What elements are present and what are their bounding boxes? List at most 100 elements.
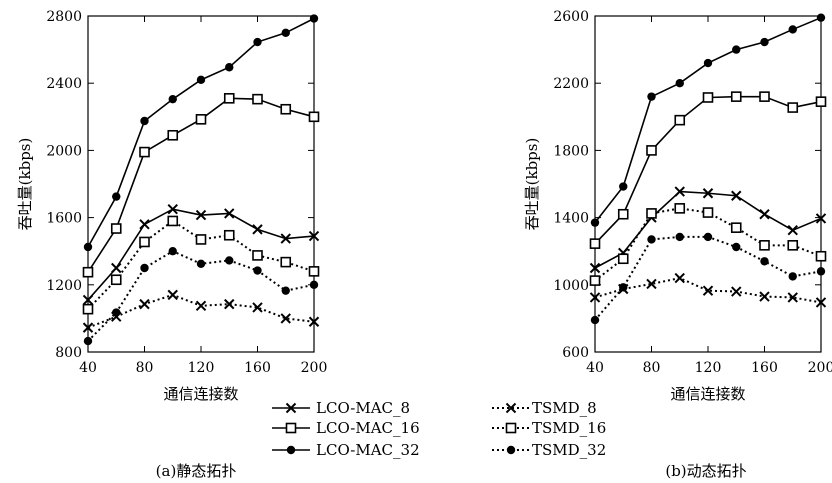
point-lco-mac-32-2 — [140, 116, 149, 126]
point-lco-mac-32-7 — [281, 28, 290, 37]
point-lco-mac-8-1 — [111, 262, 122, 274]
y-tick-label: 2600 — [553, 9, 589, 25]
point-tsmd-16-4 — [702, 207, 714, 218]
y-tick-label: 800 — [55, 345, 82, 361]
point-tsmd-16-6 — [759, 240, 770, 251]
point-lco-mac-8-6 — [759, 209, 770, 220]
point-legend-lco-mac-8-0 — [285, 402, 297, 414]
point-tsmd-8-6 — [252, 302, 263, 313]
y-tick-label: 2000 — [46, 143, 82, 159]
point-tsmd-32-8 — [816, 267, 826, 276]
series-tsmd-32 — [83, 247, 319, 346]
y-tick-label: 1800 — [553, 143, 589, 159]
point-lco-mac-32-1 — [112, 192, 121, 201]
point-tsmd-32-0 — [83, 336, 93, 346]
point-lco-mac-16-6 — [759, 91, 770, 102]
point-tsmd-8-7 — [280, 313, 291, 324]
point-lco-mac-16-1 — [617, 208, 629, 220]
point-tsmd-16-5 — [223, 229, 235, 241]
point-tsmd-8-3 — [167, 289, 178, 301]
legend-entry-lco-mac-16: LCO-MAC_16 — [272, 419, 420, 437]
x-tick-label: 120 — [188, 360, 215, 376]
series-lco-mac-16 — [82, 93, 320, 278]
point-lco-mac-16-4 — [195, 114, 207, 125]
point-lco-mac-32-0 — [83, 242, 93, 252]
y-tick-label: 2200 — [553, 76, 589, 92]
point-tsmd-8-7 — [787, 292, 798, 303]
point-tsmd-16-2 — [139, 236, 150, 248]
point-tsmd-32-2 — [647, 235, 656, 244]
point-lco-mac-8-7 — [280, 233, 291, 244]
point-tsmd-8-2 — [139, 298, 150, 310]
point-lco-mac-32-4 — [703, 58, 713, 68]
point-tsmd-8-8 — [815, 297, 827, 308]
point-lco-mac-32-1 — [619, 182, 628, 191]
y-tick-label: 2800 — [46, 9, 82, 25]
point-tsmd-32-0 — [590, 315, 600, 325]
point-tsmd-32-7 — [281, 286, 290, 295]
series-lco-mac-16 — [589, 91, 827, 249]
point-tsmd-32-4 — [196, 259, 206, 268]
point-lco-mac-8-4 — [702, 188, 714, 199]
x-tick-label: 200 — [808, 360, 832, 376]
x-tick-label: 40 — [79, 360, 97, 376]
series-tsmd-16 — [589, 203, 827, 286]
point-tsmd-8-3 — [674, 272, 685, 284]
legend-entry-tsmd-8: TSMD_8 — [492, 399, 597, 417]
panel-dynamic-topology: 600 1000 1400 1800 2200 2600 40 80 120 160 200 通信连接… — [523, 9, 832, 403]
line-lco-mac-8 — [87, 208, 315, 301]
x-tick-label: 160 — [751, 360, 778, 376]
point-tsmd-32-8 — [309, 280, 319, 289]
x-axis-label: 通信连接数 — [670, 385, 745, 403]
line-tsmd-8 — [87, 293, 315, 329]
point-tsmd-16-8 — [815, 250, 827, 262]
point-lco-mac-32-6 — [253, 37, 262, 47]
point-lco-mac-8-3 — [167, 203, 178, 215]
series-tsmd-16 — [82, 215, 320, 315]
point-lco-mac-8-5 — [224, 208, 235, 219]
point-tsmd-16-1 — [110, 274, 122, 286]
legend-label: TSMD_16 — [532, 419, 606, 437]
point-lco-mac-8-6 — [252, 224, 263, 235]
point-lco-mac-16-0 — [589, 238, 601, 249]
point-lco-mac-8-7 — [787, 224, 798, 236]
point-tsmd-32-6 — [760, 257, 769, 266]
legend: LCO-MAC_8 LCO-MAC_16 LCO-MAC_32 TSMD_8 T… — [272, 399, 606, 459]
legend-label: TSMD_32 — [532, 441, 606, 459]
point-legend-lco-mac-16-0 — [285, 422, 297, 434]
legend-label: TSMD_8 — [532, 399, 597, 417]
point-tsmd-8-5 — [224, 298, 235, 310]
point-tsmd-32-1 — [619, 283, 628, 292]
series-lco-mac-32 — [83, 14, 319, 252]
point-lco-mac-8-0 — [589, 262, 601, 274]
series-lco-mac-32 — [590, 13, 826, 227]
point-tsmd-32-3 — [168, 247, 177, 256]
y-tick-label: 600 — [562, 345, 589, 361]
point-tsmd-8-4 — [702, 285, 714, 296]
point-tsmd-16-5 — [730, 222, 742, 233]
point-lco-mac-8-8 — [815, 213, 827, 224]
point-lco-mac-32-2 — [647, 92, 656, 101]
point-legend-tsmd-16-0 — [505, 422, 517, 434]
point-tsmd-16-8 — [308, 266, 320, 277]
point-lco-mac-8-4 — [195, 209, 207, 221]
series-lco-mac-8 — [82, 203, 320, 306]
point-tsmd-32-4 — [703, 232, 713, 242]
point-lco-mac-16-7 — [787, 102, 799, 113]
point-tsmd-32-6 — [253, 266, 262, 275]
x-tick-label: 80 — [136, 360, 154, 376]
y-tick-label: 2400 — [46, 76, 82, 92]
point-legend-lco-mac-32-0 — [286, 445, 296, 455]
x-tick-label: 80 — [643, 360, 661, 376]
point-lco-mac-32-0 — [590, 218, 600, 227]
point-tsmd-8-8 — [308, 316, 320, 327]
y-tick-label: 1200 — [46, 278, 82, 294]
y-axis-label: 吞吐量(kbps) — [16, 138, 34, 231]
point-lco-mac-16-3 — [167, 129, 179, 141]
y-tick-label: 1400 — [553, 211, 589, 227]
point-tsmd-16-1 — [617, 253, 629, 265]
point-tsmd-16-0 — [589, 275, 601, 286]
y-tick-label: 1600 — [46, 211, 82, 227]
point-tsmd-16-4 — [195, 234, 207, 245]
